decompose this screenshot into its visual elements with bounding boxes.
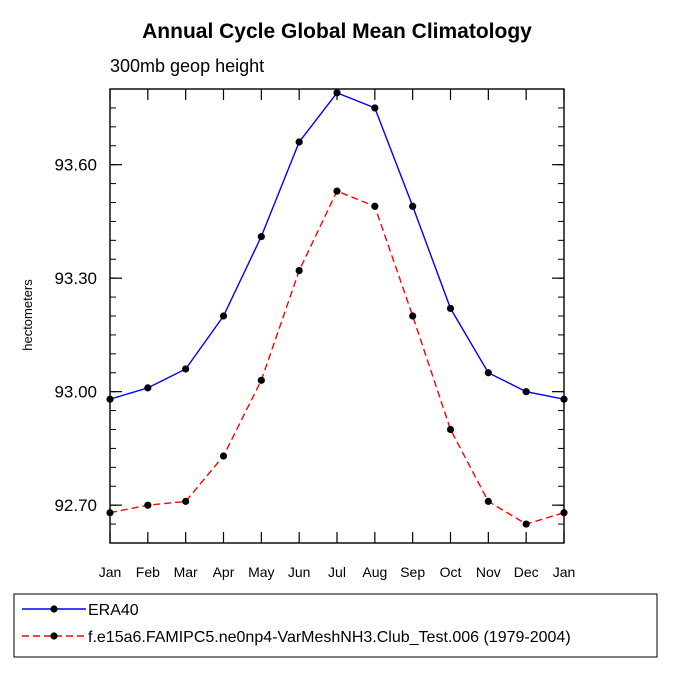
x-tick-label: Dec bbox=[514, 564, 539, 580]
legend: ERA40 f.e15a6.FAMIPC5.ne0np4-VarMeshNH3.C… bbox=[22, 602, 571, 646]
series-2-point bbox=[560, 509, 568, 517]
x-tick-label: Aug bbox=[362, 564, 387, 580]
series-1-point bbox=[219, 312, 228, 320]
legend-marker-1 bbox=[50, 605, 58, 613]
series-2-point bbox=[106, 509, 114, 517]
series-2-point bbox=[295, 267, 303, 275]
plot-frame bbox=[109, 88, 565, 544]
series-1-point bbox=[409, 202, 417, 210]
series-2-point bbox=[522, 520, 530, 528]
series-lines bbox=[106, 89, 568, 528]
series-line-1 bbox=[109, 91, 565, 400]
series-1-point bbox=[333, 89, 341, 97]
series-2-point bbox=[446, 425, 455, 434]
series-2-point bbox=[484, 497, 492, 505]
x-tick-label: Jun bbox=[288, 564, 311, 580]
series-2-point bbox=[371, 202, 379, 210]
series-1-point bbox=[522, 388, 530, 396]
legend-box bbox=[13, 593, 658, 658]
x-tick-labels: Jan Feb Mar Apr May Jun Jul Aug Sep Oct Nov Dec Jan bbox=[99, 564, 576, 580]
y-tick-label: 92.70 bbox=[54, 496, 97, 515]
y-tick-label: 93.00 bbox=[54, 383, 97, 402]
series-2-point bbox=[144, 501, 152, 509]
chart-title: Annual Cycle Global Mean Climatology bbox=[142, 20, 532, 43]
series-1-point bbox=[182, 365, 190, 373]
series-line-2 bbox=[109, 190, 565, 525]
x-tick-label: Apr bbox=[213, 564, 235, 580]
series-2-point bbox=[333, 187, 341, 195]
legend-label-2: f.e15a6.FAMIPC5.ne0np4-VarMeshNH3.Club_T… bbox=[88, 629, 571, 646]
y-tick-label: 93.30 bbox=[54, 269, 97, 288]
series-2-point bbox=[409, 312, 417, 320]
x-tick-label: Feb bbox=[136, 564, 160, 580]
series-1-point bbox=[144, 384, 152, 392]
legend-label-1: ERA40 bbox=[88, 602, 139, 619]
series-1-point bbox=[257, 232, 265, 241]
x-tick-label: Sep bbox=[400, 564, 425, 580]
x-tick-label: Jan bbox=[99, 564, 122, 580]
series-1-point bbox=[295, 138, 303, 146]
chart-subtitle: 300mb geop height bbox=[110, 56, 264, 76]
x-tick-label: Nov bbox=[476, 564, 501, 580]
y-axis-label: hectometers bbox=[20, 279, 35, 351]
series-1-point bbox=[484, 369, 492, 377]
axis-ticks bbox=[109, 89, 565, 543]
x-tick-label: May bbox=[248, 564, 274, 580]
series-1-point bbox=[560, 395, 568, 403]
x-tick-label: Oct bbox=[440, 564, 462, 580]
y-tick-labels: 92.70 93.00 93.30 93.60 bbox=[54, 156, 97, 515]
series-1-point bbox=[446, 304, 455, 313]
series-1-point bbox=[106, 395, 114, 403]
series-2-point bbox=[182, 497, 190, 505]
series-1-point bbox=[371, 104, 379, 112]
x-tick-label: Jul bbox=[328, 564, 346, 580]
legend-marker-2 bbox=[50, 632, 58, 640]
series-2-point bbox=[219, 452, 228, 460]
x-tick-label: Mar bbox=[174, 564, 198, 580]
y-tick-label: 93.60 bbox=[54, 156, 97, 175]
x-tick-label: Jan bbox=[553, 564, 576, 580]
series-2-point bbox=[257, 376, 265, 384]
